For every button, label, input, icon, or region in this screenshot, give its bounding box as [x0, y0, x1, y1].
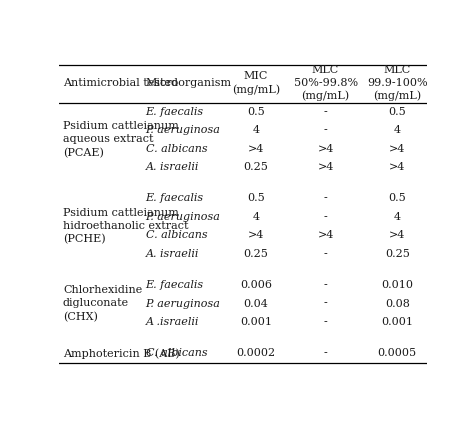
Text: Amphotericin B (AB): Amphotericin B (AB) — [63, 348, 180, 359]
Text: A. israelii: A. israelii — [146, 249, 199, 259]
Text: A .israelii: A .israelii — [146, 317, 199, 327]
Text: Chlorhexidine
digluconate
(CHX): Chlorhexidine digluconate (CHX) — [63, 285, 142, 322]
Text: 0.0005: 0.0005 — [378, 348, 417, 358]
Text: 0.25: 0.25 — [385, 249, 410, 259]
Text: 0.010: 0.010 — [381, 280, 413, 290]
Text: Psidium cattleianum
aqueous extract
(PCAE): Psidium cattleianum aqueous extract (PCA… — [63, 121, 179, 158]
Text: >4: >4 — [389, 144, 405, 154]
Text: 0.25: 0.25 — [243, 249, 268, 259]
Text: -: - — [324, 107, 328, 117]
Text: Microorganism: Microorganism — [146, 78, 232, 88]
Text: -: - — [324, 348, 328, 358]
Text: 0.5: 0.5 — [388, 194, 406, 203]
Text: >4: >4 — [247, 144, 264, 154]
Text: 0.08: 0.08 — [385, 299, 410, 308]
Text: >4: >4 — [318, 144, 334, 154]
Text: E. faecalis: E. faecalis — [146, 194, 204, 203]
Text: MLC
99.9-100%
(mg/mL): MLC 99.9-100% (mg/mL) — [367, 65, 428, 101]
Text: -: - — [324, 317, 328, 327]
Text: MLC
50%-99.8%
(mg/mL): MLC 50%-99.8% (mg/mL) — [293, 65, 358, 101]
Text: E. faecalis: E. faecalis — [146, 107, 204, 117]
Text: >4: >4 — [389, 230, 405, 240]
Text: Antimicrobial tested: Antimicrobial tested — [63, 78, 178, 88]
Text: C. albicans: C. albicans — [146, 348, 207, 358]
Text: >4: >4 — [247, 230, 264, 240]
Text: E. faecalis: E. faecalis — [146, 280, 204, 290]
Text: 0.5: 0.5 — [247, 194, 264, 203]
Text: 4: 4 — [252, 212, 259, 222]
Text: 0.006: 0.006 — [240, 280, 272, 290]
Text: >4: >4 — [318, 230, 334, 240]
Text: 4: 4 — [393, 212, 401, 222]
Text: 0.001: 0.001 — [381, 317, 413, 327]
Text: A. israelii: A. israelii — [146, 162, 199, 172]
Text: 4: 4 — [393, 125, 401, 135]
Text: P. aeruginosa: P. aeruginosa — [146, 212, 220, 222]
Text: 0.5: 0.5 — [388, 107, 406, 117]
Text: 0.5: 0.5 — [247, 107, 264, 117]
Text: -: - — [324, 194, 328, 203]
Text: P. aeruginosa: P. aeruginosa — [146, 299, 220, 308]
Text: 0.25: 0.25 — [243, 162, 268, 172]
Text: 0.0002: 0.0002 — [236, 348, 275, 358]
Text: Psidium cattleianum
hidroethanolic extract
(PCHE): Psidium cattleianum hidroethanolic extra… — [63, 208, 189, 245]
Text: C. albicans: C. albicans — [146, 230, 207, 240]
Text: 4: 4 — [252, 125, 259, 135]
Text: 0.04: 0.04 — [243, 299, 268, 308]
Text: -: - — [324, 125, 328, 135]
Text: >4: >4 — [318, 162, 334, 172]
Text: C. albicans: C. albicans — [146, 144, 207, 154]
Text: -: - — [324, 280, 328, 290]
Text: >4: >4 — [389, 162, 405, 172]
Text: MIC
(mg/mL): MIC (mg/mL) — [232, 71, 280, 95]
Text: -: - — [324, 212, 328, 222]
Text: -: - — [324, 299, 328, 308]
Text: P. aeruginosa: P. aeruginosa — [146, 125, 220, 135]
Text: 0.001: 0.001 — [240, 317, 272, 327]
Text: -: - — [324, 249, 328, 259]
